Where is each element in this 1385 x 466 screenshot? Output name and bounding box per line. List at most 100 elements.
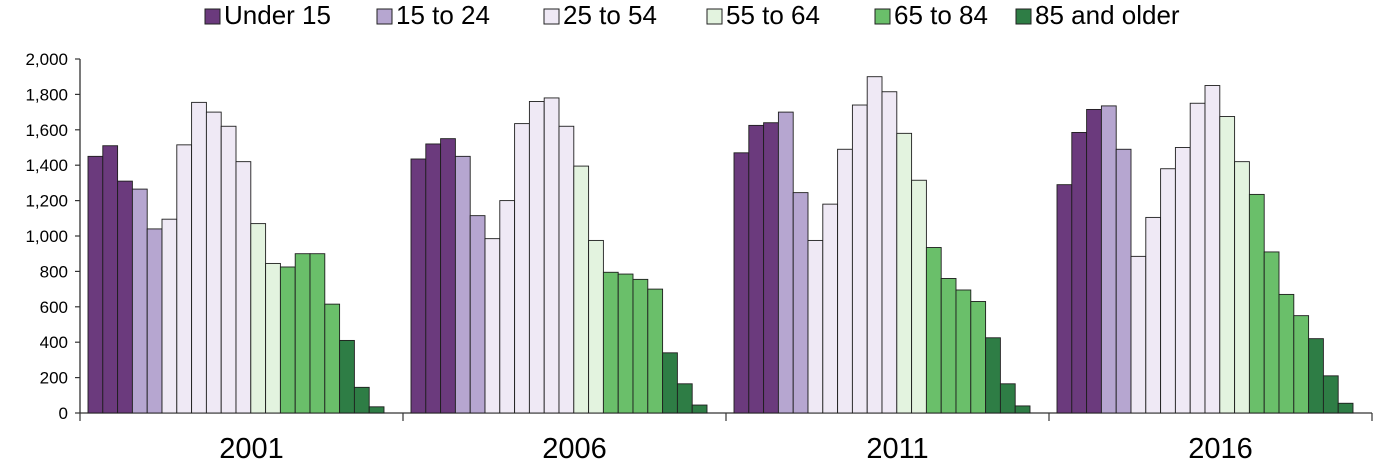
- bar: [632, 278, 649, 414]
- bar: [573, 165, 590, 414]
- bar: [543, 97, 560, 414]
- bar: [837, 148, 853, 414]
- legend-swatch: [1015, 8, 1032, 25]
- bar: [676, 383, 693, 414]
- bar: [220, 125, 237, 414]
- bar: [925, 247, 942, 414]
- bar: [1204, 85, 1221, 414]
- bar: [469, 215, 486, 414]
- bar: [558, 125, 575, 414]
- bar: [87, 155, 104, 414]
- bar: [1130, 255, 1147, 414]
- legend-label: 15 to 24: [396, 0, 490, 30]
- bar: [896, 132, 913, 414]
- bar: [440, 138, 456, 414]
- bar: [985, 337, 1001, 414]
- bar: [191, 101, 207, 414]
- bar: [792, 192, 809, 414]
- legend-swatch: [706, 8, 723, 25]
- bar: [1337, 402, 1354, 414]
- bar: [911, 179, 927, 414]
- bar: [1234, 161, 1250, 414]
- bar: [970, 301, 987, 414]
- bar: [176, 144, 193, 414]
- bar: [1160, 168, 1176, 414]
- x-tick-label: 2001: [219, 433, 284, 465]
- bar: [161, 218, 178, 414]
- bar: [662, 352, 678, 414]
- bars: [87, 76, 1354, 414]
- bar: [279, 266, 296, 414]
- bar: [1056, 184, 1073, 414]
- y-tick-label: 1,200: [25, 192, 68, 211]
- bar: [146, 228, 163, 414]
- bar: [999, 383, 1016, 414]
- bar: [602, 271, 619, 414]
- legend-swatch: [543, 8, 560, 25]
- bar: [117, 180, 133, 414]
- bar: [940, 278, 957, 414]
- bar: [484, 238, 501, 414]
- bar: [410, 158, 427, 414]
- bar: [425, 143, 442, 414]
- bar: [1293, 315, 1310, 414]
- legend-swatch: [204, 8, 221, 25]
- y-tick-label: 0: [59, 404, 68, 423]
- bar: [1189, 102, 1206, 414]
- bar: [617, 273, 634, 414]
- x-tick-label: 2016: [1188, 433, 1253, 465]
- bar: [368, 406, 385, 414]
- y-tick-label: 1,400: [25, 156, 68, 175]
- x-tick-label: 2006: [542, 433, 607, 465]
- legend-label: 85 and older: [1035, 0, 1180, 30]
- bar: [499, 200, 516, 414]
- bar: [1100, 105, 1117, 414]
- bar: [102, 145, 119, 414]
- bar: [807, 239, 824, 414]
- bar: [1115, 148, 1132, 414]
- bar: [1263, 251, 1280, 414]
- bar: [763, 122, 779, 414]
- bar: [1248, 193, 1265, 414]
- legend-label: Under 15: [224, 0, 331, 30]
- bar: [324, 303, 341, 414]
- legend: Under 15 15 to 24 25 to 54 55 to 64 65 to 84…: [204, 0, 1180, 30]
- y-tick-label: 1,000: [25, 227, 68, 246]
- bar: [777, 111, 794, 414]
- y-tick-label: 1,800: [25, 85, 68, 104]
- y-axis: 0 200 400 600 800 1,000 1,200 1,400 1,600 1,800 2,…: [25, 50, 81, 423]
- bar: [822, 203, 839, 414]
- bar: [1086, 108, 1102, 414]
- y-tick-label: 800: [40, 262, 68, 281]
- bar: [265, 262, 281, 414]
- bar: [514, 123, 530, 414]
- bar: [881, 91, 898, 414]
- bar: [454, 155, 471, 414]
- bar: [851, 104, 868, 414]
- bar: [955, 289, 972, 414]
- bar: [1174, 147, 1191, 414]
- bar: [205, 111, 222, 414]
- bar: [309, 253, 326, 414]
- bar: [353, 386, 370, 414]
- legend-swatch: [376, 8, 393, 25]
- bar: [1308, 338, 1324, 414]
- bar: [1145, 216, 1162, 414]
- x-tick-label: 2011: [866, 433, 928, 465]
- bar: [733, 152, 750, 414]
- bar: [339, 339, 355, 414]
- y-tick-label: 200: [40, 369, 68, 388]
- x-axis: 2001 2006 2011 2016: [79, 412, 1373, 465]
- bar: [647, 288, 664, 414]
- bar: [294, 253, 311, 414]
- bar: [1322, 375, 1339, 414]
- bar: [1071, 131, 1088, 414]
- bar: [588, 239, 604, 414]
- bar: [748, 124, 765, 414]
- bar: [1219, 116, 1236, 414]
- legend-swatch: [874, 8, 891, 25]
- bar: [866, 76, 883, 414]
- bar: [235, 161, 252, 414]
- bar: [131, 188, 148, 414]
